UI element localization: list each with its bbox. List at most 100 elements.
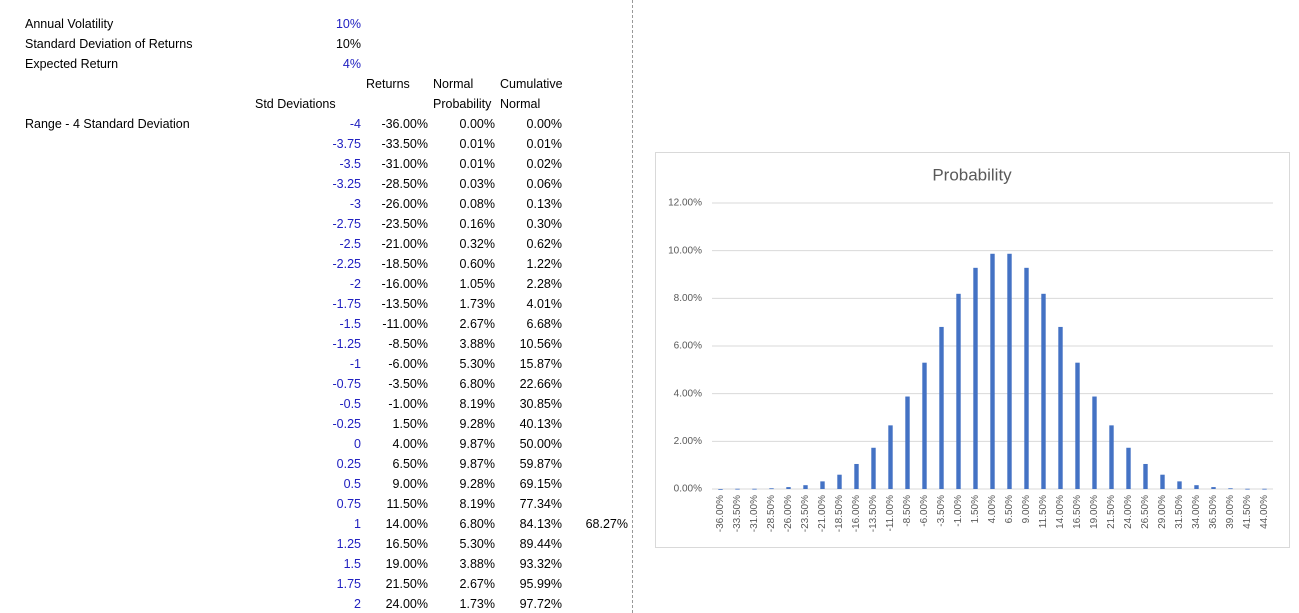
- return: -3.50%: [388, 377, 428, 391]
- normal-probability: 1.05%: [459, 277, 495, 291]
- normal-probability: 0.32%: [459, 237, 495, 251]
- bar: [1245, 488, 1250, 490]
- x-tick-label: -23.50%: [800, 495, 811, 532]
- normal-probability: 0.03%: [459, 177, 495, 191]
- normal-probability: 6.80%: [459, 517, 495, 531]
- cumulative-normal: 4.01%: [526, 297, 562, 311]
- bar: [888, 425, 893, 489]
- cumulative-normal: 1.22%: [526, 257, 562, 271]
- std-deviation: -1.5: [339, 317, 361, 331]
- bar: [854, 463, 859, 489]
- normal-probability: 1.73%: [459, 597, 495, 611]
- return: -21.00%: [381, 237, 428, 251]
- chart-area: [655, 152, 1290, 548]
- input-label: Expected Return: [25, 57, 119, 71]
- return: 24.00%: [385, 597, 428, 611]
- std-deviation: 1.75: [336, 577, 361, 591]
- normal-probability: 9.28%: [459, 417, 495, 431]
- return: 4.00%: [392, 437, 428, 451]
- x-tick-label: 21.50%: [1106, 495, 1117, 529]
- x-tick-label: -16.00%: [851, 495, 862, 532]
- std-deviation: -2: [349, 277, 361, 291]
- input-label: Standard Deviation of Returns: [25, 37, 193, 51]
- return: -8.50%: [388, 337, 428, 351]
- std-deviation: -2.25: [332, 257, 362, 271]
- cumulative-normal: 0.30%: [526, 217, 562, 231]
- range-label: Range - 4 Standard Deviation: [25, 117, 190, 131]
- x-tick-label: -31.00%: [749, 495, 760, 532]
- y-tick-label: 2.00%: [674, 436, 702, 447]
- return: 19.00%: [385, 557, 428, 571]
- cumulative-normal: 89.44%: [519, 537, 562, 551]
- return: -11.00%: [382, 317, 428, 331]
- cumulative-normal: 0.01%: [526, 137, 562, 151]
- x-tick-label: 31.50%: [1174, 495, 1185, 529]
- normal-probability: 2.67%: [459, 317, 495, 331]
- bar: [1211, 487, 1216, 489]
- x-tick-label: 29.00%: [1157, 495, 1168, 529]
- normal-probability: 3.88%: [459, 337, 495, 351]
- bar: [1007, 253, 1012, 489]
- bar: [990, 253, 995, 489]
- std-deviation: -4: [349, 117, 361, 131]
- std-deviation: -2.5: [339, 237, 361, 251]
- cumulative-normal: 0.00%: [526, 117, 562, 131]
- cumulative-normal: 77.34%: [519, 497, 562, 511]
- bar: [1092, 396, 1097, 489]
- return: 16.50%: [385, 537, 428, 551]
- cumulative-normal: 93.32%: [519, 557, 562, 571]
- x-tick-label: 9.00%: [1021, 495, 1032, 523]
- x-tick-label: 44.00%: [1259, 495, 1270, 529]
- x-tick-label: -18.50%: [834, 495, 845, 532]
- return: -26.00%: [381, 197, 428, 211]
- bar: [803, 485, 808, 489]
- cumulative-normal: 97.72%: [519, 597, 562, 611]
- band-total: 68.27%: [585, 517, 628, 531]
- x-tick-label: -1.00%: [953, 495, 964, 527]
- y-tick-label: 10.00%: [668, 245, 702, 256]
- input-value: 10%: [335, 17, 361, 31]
- normal-probability: 5.30%: [459, 537, 495, 551]
- cumulative-normal: 0.06%: [526, 177, 562, 191]
- cumulative-normal: 30.85%: [519, 397, 562, 411]
- bar: [820, 481, 825, 489]
- normal-probability: 8.19%: [459, 497, 495, 511]
- x-tick-label: 4.00%: [987, 495, 998, 523]
- x-tick-label: -28.50%: [766, 495, 777, 532]
- cumulative-normal: 0.02%: [526, 157, 562, 171]
- x-tick-label: 26.50%: [1140, 495, 1151, 529]
- return: 11.50%: [386, 497, 428, 511]
- bar: [769, 488, 774, 490]
- bar: [718, 489, 723, 490]
- std-deviation: -3.75: [332, 137, 362, 151]
- normal-probability: 1.73%: [459, 297, 495, 311]
- std-deviation: -0.25: [332, 417, 362, 431]
- bar: [1177, 481, 1182, 489]
- y-tick-label: 8.00%: [674, 293, 702, 304]
- x-tick-label: -26.00%: [783, 495, 794, 532]
- normal-probability: 9.87%: [459, 457, 495, 471]
- return: 21.50%: [385, 577, 428, 591]
- std-deviation: -3.25: [332, 177, 362, 191]
- cumulative-normal: 40.13%: [519, 417, 562, 431]
- cumulative-normal: 95.99%: [519, 577, 562, 591]
- return: 6.50%: [392, 457, 428, 471]
- x-tick-label: 1.50%: [970, 495, 981, 523]
- std-deviation: -1.75: [332, 297, 362, 311]
- x-tick-label: 41.50%: [1242, 495, 1253, 529]
- column-header: Probability: [433, 97, 492, 111]
- x-tick-label: -3.50%: [936, 495, 947, 527]
- std-deviation: 1: [354, 517, 361, 531]
- chart-title: Probability: [932, 165, 1012, 184]
- x-tick-label: 6.50%: [1004, 495, 1015, 523]
- return: 14.00%: [385, 517, 428, 531]
- column-header: Std Deviations: [255, 97, 336, 111]
- std-deviation: 1.25: [336, 537, 361, 551]
- bar: [1109, 425, 1114, 489]
- std-deviation: -3: [349, 197, 361, 211]
- x-tick-label: -36.00%: [715, 495, 726, 532]
- bar: [871, 447, 876, 489]
- bar: [1143, 463, 1148, 489]
- std-deviation: 0.75: [336, 497, 361, 511]
- std-deviation: -2.75: [332, 217, 362, 231]
